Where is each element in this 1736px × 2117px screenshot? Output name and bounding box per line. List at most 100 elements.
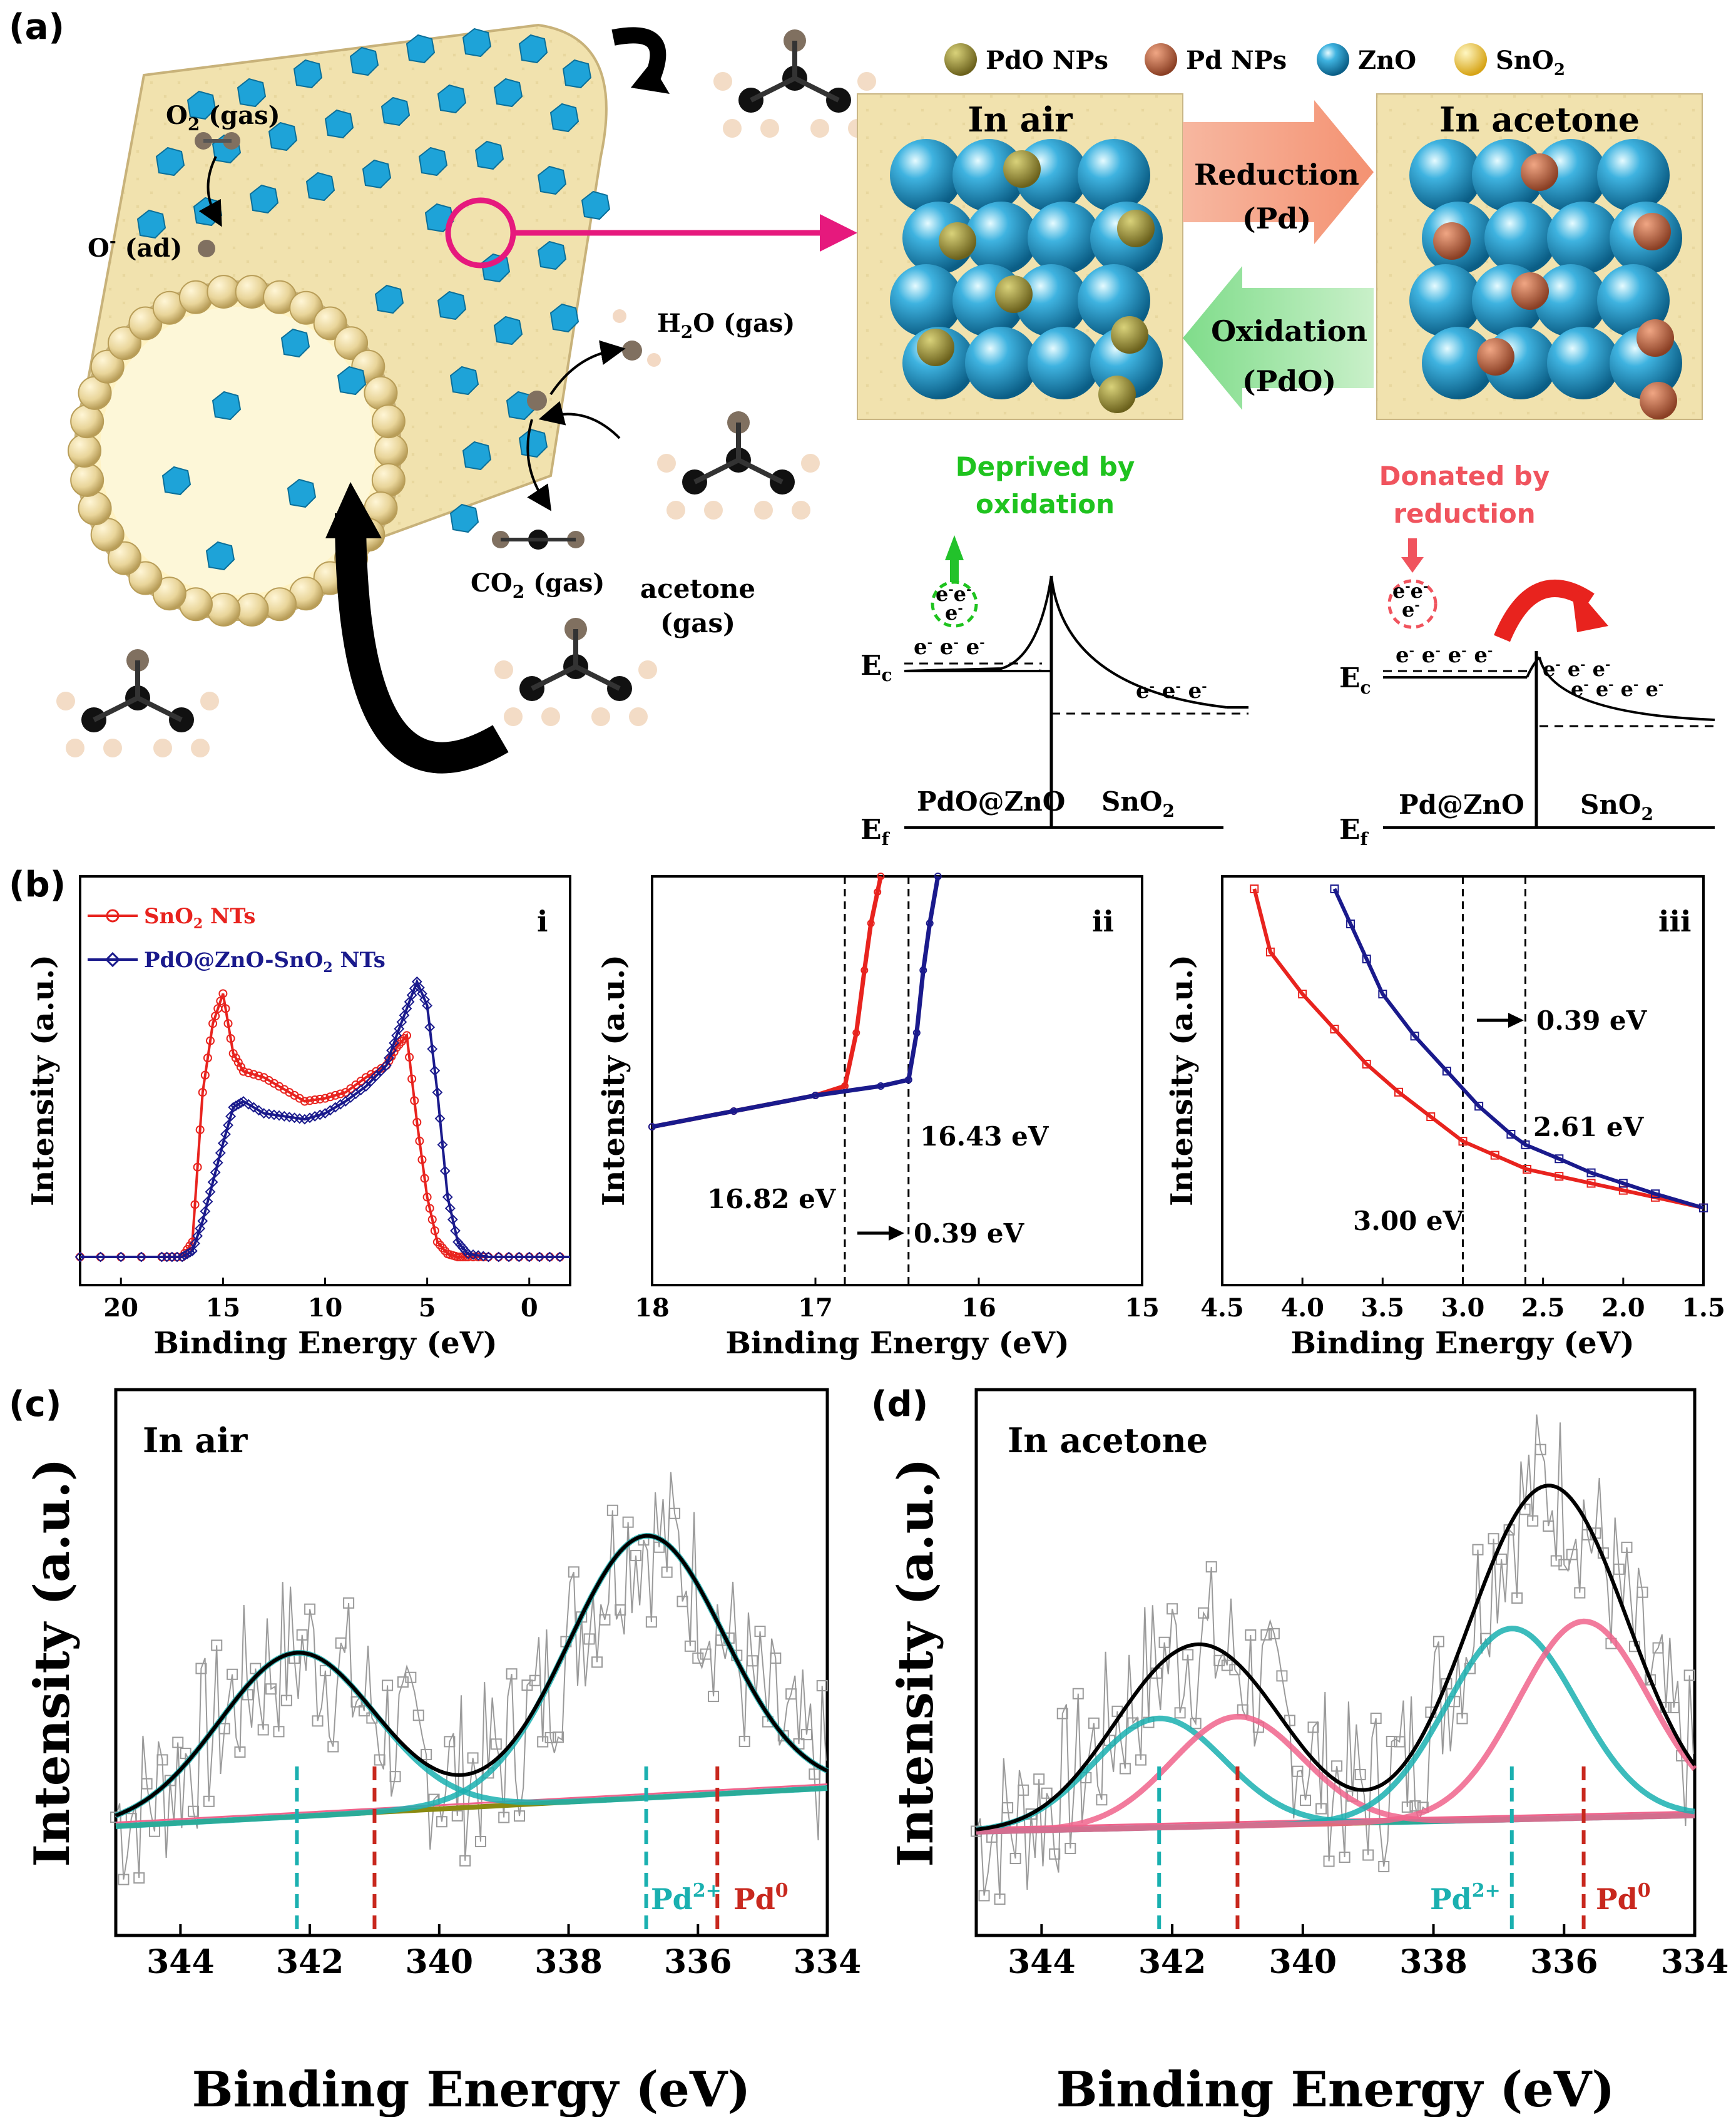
raw-data-point [809,1768,820,1780]
data-point [300,1097,309,1106]
data-point [200,1206,211,1217]
raw-data-point [467,1752,479,1764]
zno-particle [481,253,511,283]
zno-sphere [1547,327,1620,399]
data-point [877,873,885,880]
data-point [919,966,927,974]
zno-particle [424,203,454,233]
acetone-molecules [56,29,876,757]
data-point [1410,1032,1419,1041]
sno2-ring-sphere [128,561,163,595]
zno-sphere [1028,202,1100,274]
np-particle [1636,319,1674,357]
flow-arrow-top [611,27,666,85]
legend-swatch-1 [1145,43,1177,76]
zno-particle [305,172,335,202]
raw-data-point [1362,1849,1374,1861]
x-tick-label-pc-2: 340 [406,1943,474,1981]
x-tick-label-pd-5: 334 [1661,1943,1729,1981]
legend-sub: 2 [1554,61,1565,79]
legend-label-2: ZnO [1358,46,1416,75]
zno-sphere [1547,202,1620,274]
data-point [442,1191,453,1202]
data-point [1250,884,1259,893]
hydrogen-atom [191,739,210,757]
data-point [926,920,934,927]
data-point [1378,990,1387,998]
raw-data-point [615,1604,626,1616]
hydrogen-atom [591,707,610,726]
panel-tag-i: i [537,905,548,938]
data-point [1265,947,1275,956]
data-point [309,1110,320,1122]
data-point [386,1045,397,1056]
data-point [1426,1112,1436,1121]
data-point [1506,1130,1516,1139]
data-point [1555,1154,1564,1164]
data-point [207,1177,218,1187]
chart-c: In air 344 342 340 338 336 334 Pd2+ Pd0 Bindi… [24,1388,861,2117]
sno2-ring-sphere [334,326,369,361]
data-point [314,1109,325,1120]
data-point [360,1081,372,1092]
deprived-label-1: Deprived by [956,451,1135,482]
hydrogen-atom [723,119,742,138]
raw-data-point [591,1656,603,1668]
x-tick-label-pd-4: 336 [1530,1943,1598,1981]
raw-data-point [1668,1701,1680,1713]
panel-d-label: (d) [871,1384,928,1425]
data-point [524,1251,535,1263]
x-tick-label-pc-1: 342 [276,1943,344,1981]
b-ii-ylabel: Intensity (a.u.) [596,955,631,1206]
data-point [115,1251,126,1263]
zno-sphere [1028,327,1100,399]
bond [794,76,840,103]
raw-data-point [700,1648,712,1660]
hydrogen-atom [200,692,219,710]
raw-data-point [118,1874,130,1885]
hydrogen-atom [857,72,876,91]
zno-particle [549,303,580,333]
raw-data-point [692,1652,704,1664]
data-point [198,1088,207,1097]
x-tick-label-bii-0: 18 [635,1293,670,1323]
sno2-label-left: SnO2 [1101,786,1175,821]
raw-data-point [1268,1627,1280,1639]
bond [93,695,139,722]
raw-data-point [350,1696,362,1708]
o2-gas-label: O2 (gas) [166,101,280,135]
hydrogen-atom [56,692,75,710]
b-ii-xlabel: Binding Energy (eV) [725,1326,1069,1361]
hydrogen-atom [657,454,676,473]
sno2-ring-sphere [178,280,213,314]
o-ad-label: O- (ad) [88,232,182,263]
donated-label-1: Donated by [1379,461,1550,491]
data-point [422,1192,432,1202]
sno2-ring-sphere [371,404,406,439]
raw-data-point [234,1746,246,1758]
d-pd2-label: Pd2+ [1430,1880,1501,1916]
c-ylabel: Intensity (a.u.) [24,1458,81,1867]
data-point [405,1052,414,1062]
c-xlabel: Binding Energy (eV) [192,2061,751,2117]
zno-sphere [890,264,962,337]
data-point [1523,1165,1532,1174]
data-point [648,1123,656,1130]
data-point [1699,1203,1708,1212]
bond [574,664,621,691]
peak-component-3 [976,1618,1697,1835]
zno-sphere [1534,264,1607,337]
raw-data-point [490,1738,502,1750]
zno-particle [493,78,523,108]
raw-data-point [474,1835,486,1847]
raw-data-point [1432,1636,1444,1648]
zno-particle [287,478,317,508]
hydrogen-atom [713,72,732,91]
data-point [200,1070,210,1080]
raw-data-point [1119,1763,1131,1775]
x-tick-label-pd-3: 338 [1399,1943,1468,1981]
np-particle [995,275,1033,313]
data-point [409,983,420,994]
raw-data-point [1276,1670,1288,1682]
particle-legend: PdO NPs Pd NPs ZnO SnO2 [944,43,1565,79]
